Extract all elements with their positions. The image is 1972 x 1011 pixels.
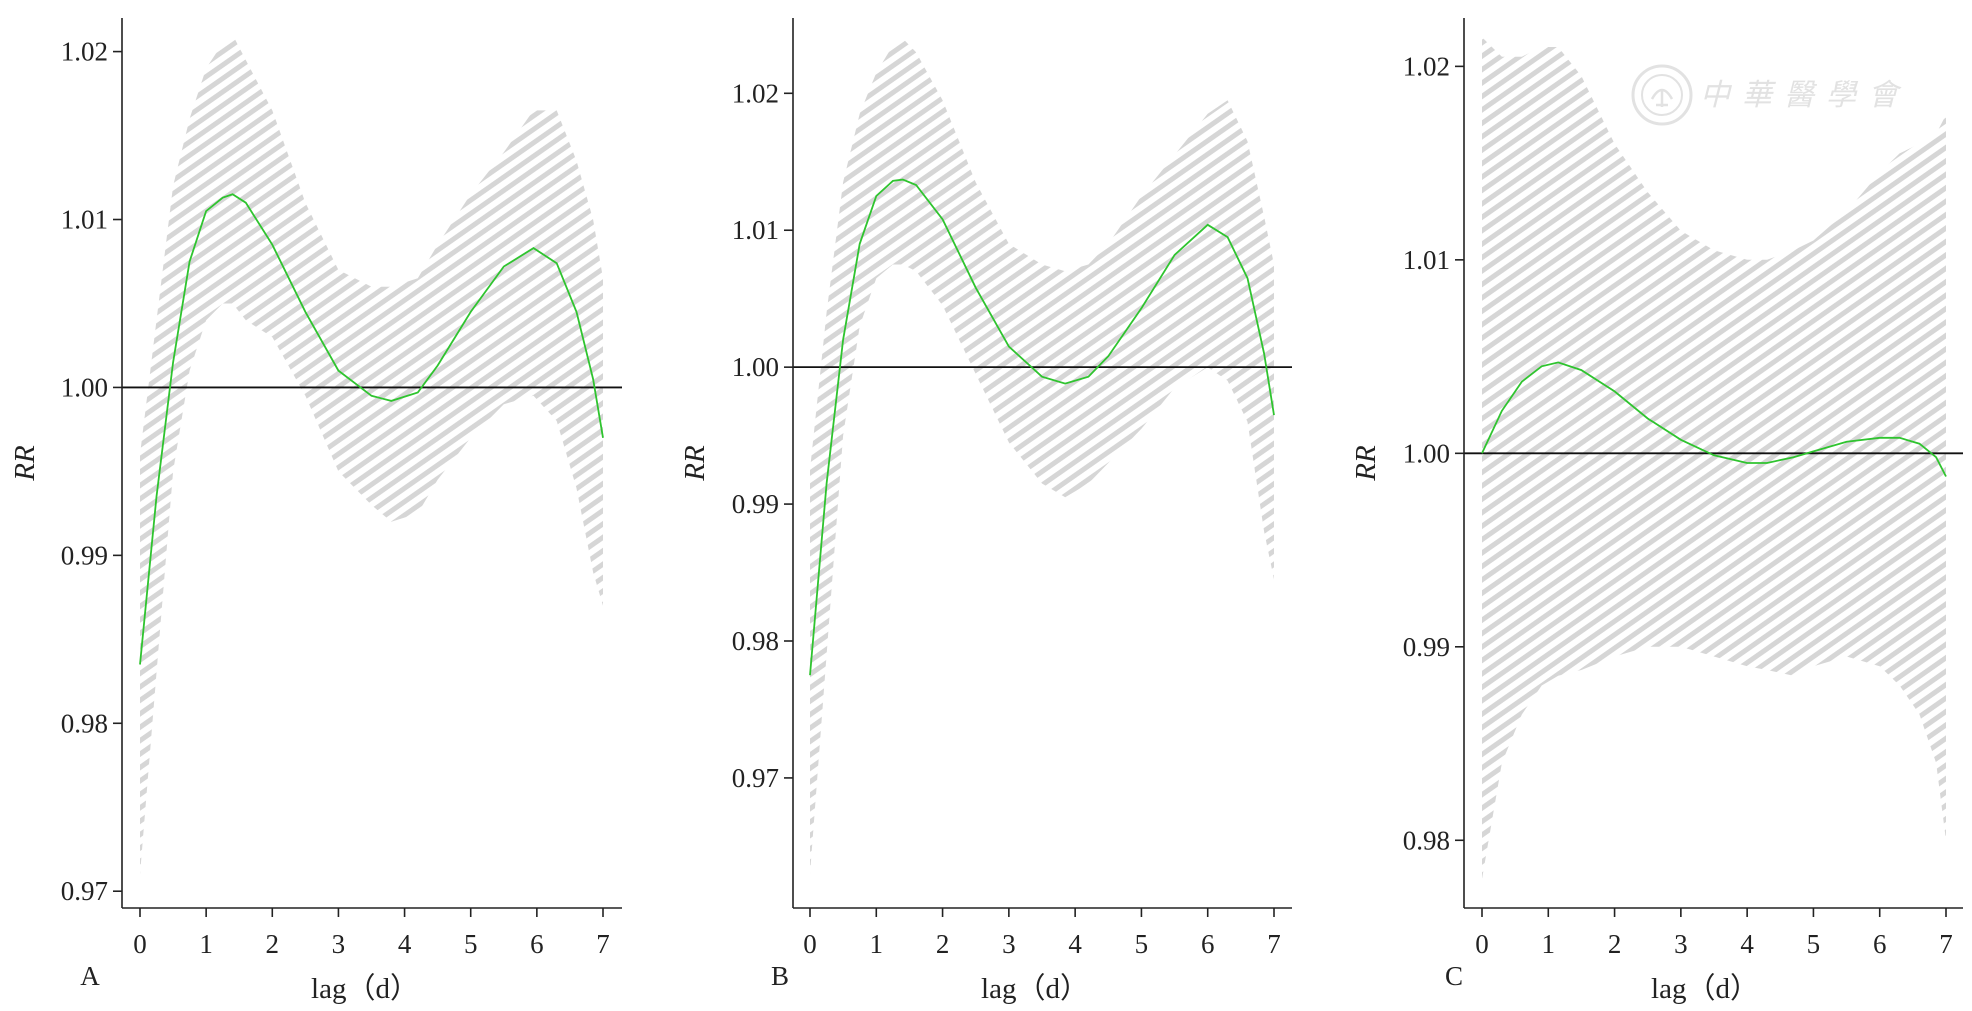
x-tick-label: 7 bbox=[1267, 929, 1281, 959]
y-axis-title: RR bbox=[9, 445, 41, 482]
y-tick-label: 0.98 bbox=[1403, 825, 1450, 855]
x-tick-label: 2 bbox=[1608, 929, 1622, 959]
x-axis-title: lag（d） bbox=[981, 973, 1089, 1005]
watermark: 中華醫學會 bbox=[1631, 64, 1910, 126]
x-tick-label: 1 bbox=[1542, 929, 1556, 959]
y-tick-label: 1.01 bbox=[732, 215, 779, 245]
x-tick-label: 2 bbox=[936, 929, 950, 959]
confidence-band bbox=[1482, 37, 1946, 880]
y-tick-label: 1.00 bbox=[732, 352, 779, 382]
x-tick-label: 5 bbox=[1807, 929, 1821, 959]
panel-label: A bbox=[80, 961, 100, 991]
confidence-band bbox=[810, 38, 1274, 874]
panel-c: 0.98 0.99 1.00 1.01 1.02 0 1 2 3 4 5 6 7 lag（d） RR C bbox=[1350, 18, 1963, 1005]
x-tick-label: 0 bbox=[1475, 929, 1489, 959]
x-tick-label: 6 bbox=[1873, 929, 1887, 959]
x-tick-label: 7 bbox=[1939, 929, 1953, 959]
x-tick-label: 0 bbox=[133, 929, 147, 959]
y-tick-label: 0.98 bbox=[61, 708, 108, 738]
y-axis-title: RR bbox=[1350, 445, 1382, 482]
y-tick-label: 1.00 bbox=[61, 372, 108, 402]
y-tick-label: 0.97 bbox=[732, 763, 779, 793]
x-tick-label: 4 bbox=[1068, 929, 1082, 959]
y-tick-label: 1.02 bbox=[732, 78, 779, 108]
y-tick-label: 0.99 bbox=[61, 540, 108, 570]
panel-a: 0.97 0.98 0.99 1.00 1.01 1.02 0 1 2 3 4 5 6 7 lag（d） RR… bbox=[9, 18, 622, 1005]
y-tick-label: 1.01 bbox=[61, 205, 108, 235]
x-tick-label: 6 bbox=[1201, 929, 1215, 959]
rr-curve bbox=[809, 178, 1275, 676]
x-tick-label: 5 bbox=[1135, 929, 1149, 959]
x-tick-label: 1 bbox=[199, 929, 213, 959]
panel-label: B bbox=[771, 961, 789, 991]
y-tick-label: 1.01 bbox=[1403, 245, 1450, 275]
y-tick-label: 1.00 bbox=[1403, 438, 1450, 468]
x-axis-title: lag（d） bbox=[311, 973, 419, 1005]
y-tick-label: 0.97 bbox=[61, 876, 108, 906]
x-tick-label: 1 bbox=[870, 929, 884, 959]
panel-b: 0.97 0.98 0.99 1.00 1.01 1.02 0 1 2 3 4 5 6 7 lag（d） RR… bbox=[679, 18, 1292, 1005]
x-tick-label: 3 bbox=[1674, 929, 1688, 959]
watermark-text: 中華醫學會 bbox=[1700, 78, 1910, 113]
y-tick-label: 0.99 bbox=[1403, 632, 1450, 662]
y-tick-label: 0.98 bbox=[732, 626, 779, 656]
x-tick-label: 0 bbox=[803, 929, 817, 959]
rr-curve bbox=[139, 193, 604, 665]
x-tick-label: 3 bbox=[332, 929, 346, 959]
x-tick-label: 6 bbox=[530, 929, 544, 959]
x-tick-label: 2 bbox=[266, 929, 280, 959]
y-axis-title: RR bbox=[679, 445, 711, 482]
x-tick-label: 5 bbox=[464, 929, 478, 959]
y-tick-label: 1.02 bbox=[61, 37, 108, 67]
rr-curve bbox=[1481, 361, 1947, 477]
x-tick-label: 7 bbox=[596, 929, 610, 959]
x-tick-label: 4 bbox=[1740, 929, 1754, 959]
watermark-seal-icon bbox=[1631, 64, 1693, 126]
y-tick-label: 1.02 bbox=[1403, 51, 1450, 81]
confidence-band bbox=[140, 34, 603, 875]
x-tick-label: 3 bbox=[1002, 929, 1016, 959]
x-axis-title: lag（d） bbox=[1651, 973, 1759, 1005]
x-tick-label: 4 bbox=[398, 929, 412, 959]
y-tick-label: 0.99 bbox=[732, 489, 779, 519]
panel-label: C bbox=[1445, 961, 1463, 991]
